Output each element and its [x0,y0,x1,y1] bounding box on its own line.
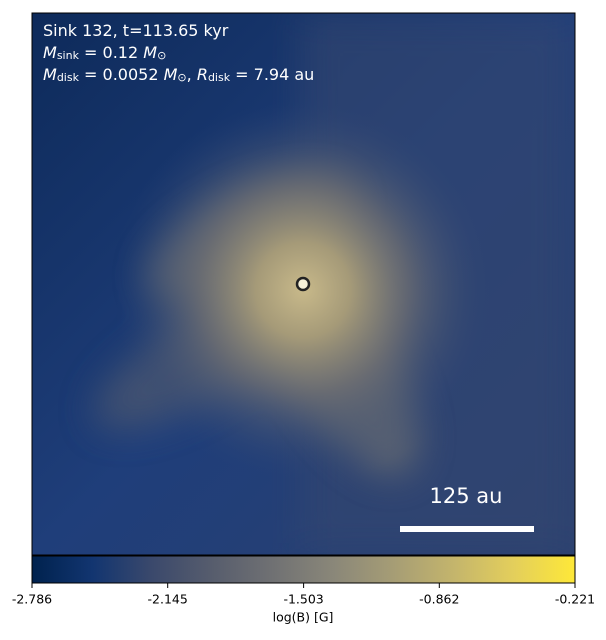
colorbar-label: log(B) [G] [273,610,334,625]
colorbar-tick-label: -0.221 [555,592,595,607]
annotation-part: M [143,43,157,62]
scalebar-label: 125 au [430,484,503,508]
annotation-part: ⊙ [177,71,186,84]
annotation: Sink 132, t=113.65 kyr [43,21,229,40]
colorbar-tick-label: -2.786 [12,592,52,607]
annotation-part: M [164,65,178,84]
annotation-part: R [197,65,208,84]
sink-marker [295,276,311,292]
annotation-part: M [43,65,57,84]
annotation-part: , [187,65,197,84]
annotation: Msink = 0.12 M⊙ [43,43,166,62]
annotation-part: ⊙ [157,49,166,62]
annotation-part: Sink 132, t=113.65 kyr [43,21,229,40]
annotation-part: = 7.94 au [230,65,314,84]
colorbar-tick-label: -2.145 [148,592,188,607]
annotation-part: M [43,43,57,62]
colorbar [31,555,576,584]
colorbar-ticks: -2.786 -2.145 -1.503 -0.862 -0.221 [12,583,595,607]
annotation: Mdisk = 0.0052 M⊙, Rdisk = 7.94 au [43,65,314,84]
annotation-part: disk [57,71,80,84]
colorbar-tick-label: -0.862 [419,592,459,607]
annotation-part: = 0.12 [79,43,143,62]
annotation-part: disk [208,71,231,84]
annotation-part: = 0.0052 [79,65,164,84]
frame [31,12,576,556]
annotation-part: sink [57,49,80,62]
colorbar-tick-label: -1.503 [283,592,323,607]
field-image [32,13,575,555]
